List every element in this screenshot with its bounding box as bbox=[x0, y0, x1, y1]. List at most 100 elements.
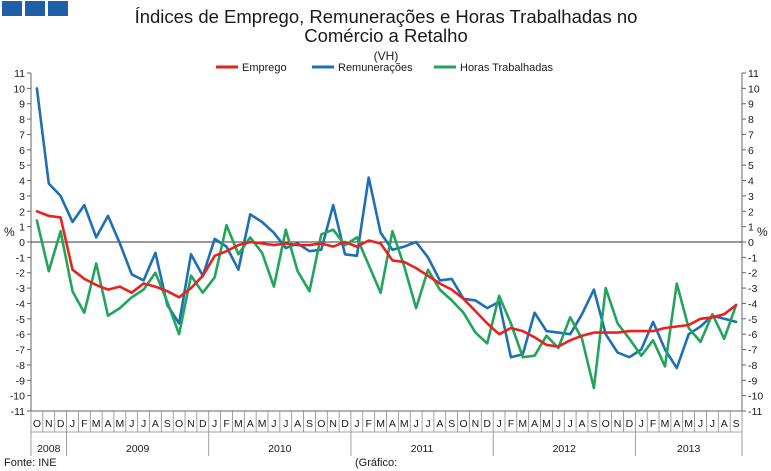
y-tick-label: -5 bbox=[16, 314, 25, 326]
x-tick-label: A bbox=[247, 418, 254, 430]
x-tick-label: A bbox=[389, 418, 396, 430]
year-label: 2008 bbox=[37, 443, 61, 455]
legend-label-horas-trabalhadas: Horas Trabalhadas bbox=[460, 62, 553, 74]
x-tick-label: O bbox=[459, 418, 467, 430]
chart-subtitle: (VH) bbox=[374, 49, 399, 63]
y-tick-label: 10 bbox=[13, 83, 25, 95]
x-tick-label: S bbox=[164, 418, 171, 430]
x-tick-label: N bbox=[329, 418, 337, 430]
y-tick-label: 0 bbox=[19, 237, 25, 249]
y-tick-label-right: 8 bbox=[748, 114, 754, 126]
x-tick-label: J bbox=[70, 418, 75, 430]
x-tick-label: J bbox=[556, 418, 561, 430]
x-tick-label: S bbox=[733, 418, 740, 430]
x-tick-label: F bbox=[650, 418, 656, 430]
x-tick-label: J bbox=[425, 418, 430, 430]
x-tick-label: J bbox=[271, 418, 276, 430]
x-tick-label: J bbox=[568, 418, 573, 430]
x-tick-label: D bbox=[57, 418, 65, 430]
y-tick-label: -7 bbox=[16, 345, 25, 357]
x-tick-label: O bbox=[317, 418, 325, 430]
x-tick-label: A bbox=[152, 418, 159, 430]
x-tick-label: A bbox=[436, 418, 443, 430]
x-tick-label: M bbox=[92, 418, 101, 430]
corner-logo bbox=[2, 1, 68, 16]
y-tick-label: 8 bbox=[19, 114, 25, 126]
y-tick-label-right: -10 bbox=[748, 391, 763, 403]
y-tick-label-right: 11 bbox=[748, 68, 759, 80]
y-tick-label: -2 bbox=[16, 268, 25, 280]
y-tick-label-right: -6 bbox=[748, 329, 757, 341]
x-tick-label: J bbox=[414, 418, 419, 430]
x-tick-label: M bbox=[376, 418, 385, 430]
x-tick-label: A bbox=[579, 418, 586, 430]
y-tick-label-right: 0 bbox=[748, 237, 754, 249]
y-tick-label: 11 bbox=[14, 68, 25, 80]
x-tick-label: O bbox=[602, 418, 610, 430]
x-tick-label: J bbox=[129, 418, 134, 430]
x-tick-label: M bbox=[684, 418, 693, 430]
x-tick-label: S bbox=[448, 418, 455, 430]
y-tick-label-right: -7 bbox=[748, 345, 757, 357]
y-tick-label-right: -1 bbox=[748, 252, 757, 264]
x-tick-label: S bbox=[306, 418, 313, 430]
y-tick-label: 7 bbox=[19, 129, 25, 141]
y-tick-label: -3 bbox=[16, 283, 25, 295]
x-tick-label: M bbox=[234, 418, 243, 430]
x-tick-label: F bbox=[366, 418, 372, 430]
series-line-emprego bbox=[35, 210, 738, 348]
source-note: Fonte: INE bbox=[4, 457, 57, 469]
y-tick-label: -4 bbox=[16, 298, 25, 310]
x-tick-label: N bbox=[614, 418, 622, 430]
y-axis-label-left: % bbox=[4, 225, 15, 239]
y-tick-label-right: 10 bbox=[748, 83, 760, 95]
x-tick-label: O bbox=[33, 418, 41, 430]
y-tick-label-right: 4 bbox=[748, 176, 754, 188]
x-tick-label: M bbox=[258, 418, 267, 430]
x-tick-label: M bbox=[542, 418, 551, 430]
x-tick-label: N bbox=[187, 418, 195, 430]
x-tick-label: J bbox=[141, 418, 146, 430]
x-tick-label: J bbox=[496, 418, 501, 430]
y-tick-label-right: 7 bbox=[748, 129, 754, 141]
x-tick-label: A bbox=[294, 418, 301, 430]
y-tick-label-right: 3 bbox=[748, 191, 754, 203]
x-tick-label: F bbox=[81, 418, 87, 430]
y-tick-label-right: -11 bbox=[748, 406, 763, 418]
y-axis-label-right: % bbox=[757, 225, 768, 239]
x-tick-label: F bbox=[508, 418, 514, 430]
x-tick-label: A bbox=[673, 418, 680, 430]
year-label: 2012 bbox=[553, 443, 577, 455]
x-tick-label: D bbox=[341, 418, 349, 430]
y-tick-label: -1 bbox=[16, 252, 25, 264]
x-tick-label: J bbox=[698, 418, 703, 430]
y-tick-label-right: 6 bbox=[748, 145, 754, 157]
y-tick-label: -8 bbox=[16, 360, 25, 372]
y-tick-label-right: 2 bbox=[748, 206, 754, 218]
x-tick-label: M bbox=[518, 418, 527, 430]
x-tick-label: F bbox=[223, 418, 229, 430]
x-tick-label: J bbox=[212, 418, 217, 430]
y-tick-label-right: -4 bbox=[748, 298, 757, 310]
y-tick-label-right: -3 bbox=[748, 283, 757, 295]
y-tick-label-right: -5 bbox=[748, 314, 757, 326]
y-tick-label-right: -2 bbox=[748, 268, 757, 280]
x-tick-label: O bbox=[175, 418, 183, 430]
y-tick-label: -10 bbox=[10, 391, 25, 403]
x-tick-label: N bbox=[472, 418, 480, 430]
x-tick-label: N bbox=[45, 418, 53, 430]
y-tick-label: 4 bbox=[19, 176, 25, 188]
x-tick-label: M bbox=[400, 418, 409, 430]
y-tick-label-right: 9 bbox=[748, 99, 754, 111]
year-label: 2013 bbox=[677, 443, 701, 455]
x-tick-label: D bbox=[626, 418, 634, 430]
y-tick-label-right: 5 bbox=[748, 160, 754, 172]
x-tick-label: J bbox=[639, 418, 644, 430]
y-tick-label: -9 bbox=[16, 375, 25, 387]
y-tick-label: 3 bbox=[19, 191, 25, 203]
y-tick-label: 2 bbox=[19, 206, 25, 218]
legend-label-emprego: Emprego bbox=[242, 62, 287, 74]
